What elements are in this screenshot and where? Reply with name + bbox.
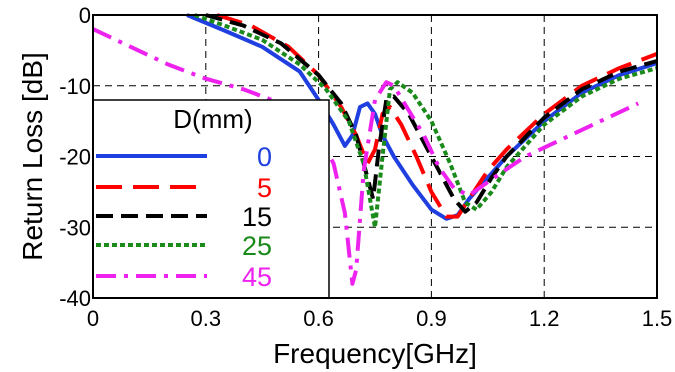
y-tick-label: -20 — [59, 145, 91, 170]
legend-label-45: 45 — [242, 262, 272, 292]
series-line-5 — [216, 13, 658, 219]
x-axis-label: Frequency[GHz] — [273, 338, 477, 369]
x-tick-label: 1.2 — [529, 306, 560, 331]
series-lines — [92, 13, 658, 286]
series-line-25 — [193, 13, 658, 230]
y-tick-label: -10 — [59, 74, 91, 99]
plot-frame — [92, 14, 658, 299]
y-axis-label: Return Loss [dB] — [17, 52, 48, 261]
legend-label-15: 15 — [242, 202, 272, 232]
series-line-45 — [92, 27, 640, 286]
series-line-15 — [205, 13, 658, 214]
grid-lines — [93, 15, 657, 298]
legend-label-0: 0 — [257, 142, 272, 172]
x-tick-label: 0.6 — [303, 306, 334, 331]
legend-label-5: 5 — [257, 173, 272, 203]
legend-label-25: 25 — [242, 231, 272, 261]
y-tick-label: 0 — [79, 3, 91, 28]
x-tick-label: 0.9 — [416, 306, 447, 331]
legend-title: D(mm) — [173, 104, 252, 134]
tick-labels: 0 0.3 0.6 0.9 1.2 1.5 0 -10 -20 -30 -40 — [59, 3, 672, 331]
x-tick-label: 1.5 — [642, 306, 673, 331]
y-tick-label: -40 — [59, 286, 91, 311]
legend-box — [92, 99, 330, 299]
x-tick-label: 0 — [87, 306, 99, 331]
y-tick-label: -30 — [59, 215, 91, 240]
x-tick-label: 0.3 — [191, 306, 222, 331]
